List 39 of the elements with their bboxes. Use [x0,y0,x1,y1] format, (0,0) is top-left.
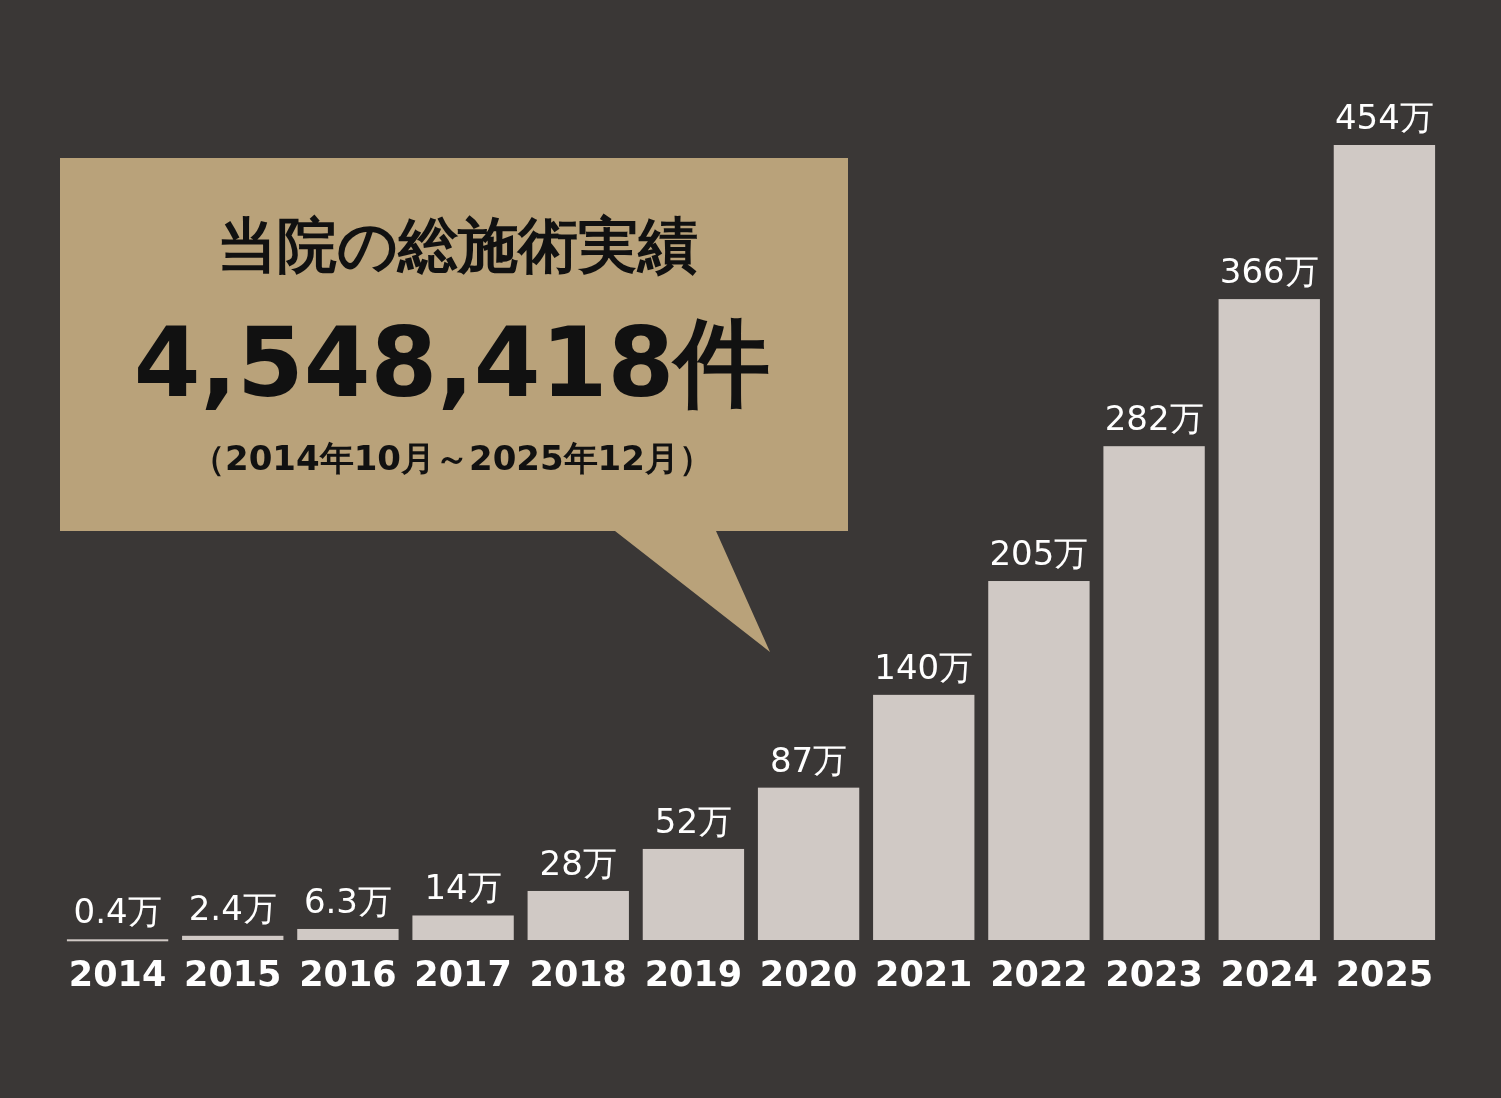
x-tick-label: 2020 [759,954,858,994]
bar [988,581,1090,940]
bar [182,935,284,940]
x-tick-label: 2023 [1105,954,1203,994]
data-label: 52万 [654,800,733,841]
text: 4,548,418件 [133,307,771,419]
x-tick-label: 2015 [184,954,282,994]
data-label: 140万 [874,646,974,687]
annotation: （2014年10月～2025年12月） [191,438,713,478]
data-label: 282万 [1104,398,1204,439]
data-label: 87万 [769,739,848,780]
x-tick-label: 2019 [644,954,743,994]
bar [642,848,745,940]
data-label: 205万 [989,533,1089,574]
bar [1103,446,1205,940]
bar [1333,145,1436,940]
text: 当院の総施術実績 [216,210,698,280]
bar [412,915,514,940]
x-tick-label: 2024 [1220,954,1318,994]
x-tick-label: 2025 [1335,954,1434,994]
data-label: 14万 [424,867,502,908]
data-label: 454万 [1334,97,1434,137]
bar [527,890,629,940]
bar [66,939,169,942]
bar [297,928,399,940]
bar [1218,299,1320,940]
x-tick-label: 2018 [529,954,627,994]
x-tick-label: 2022 [990,954,1088,994]
data-label: 366万 [1219,251,1319,292]
data-label: 0.4万 [73,891,162,932]
bar [873,694,975,940]
x-tick-label: 2021 [875,954,973,994]
data-label: 2.4万 [188,887,277,928]
x-tick-label: 2017 [414,954,512,994]
bar [757,787,860,940]
data-label: 28万 [539,842,617,883]
data-label: 6.3万 [303,880,392,921]
x-tick-label: 2016 [299,954,397,994]
x-tick-label: 2014 [68,954,167,994]
